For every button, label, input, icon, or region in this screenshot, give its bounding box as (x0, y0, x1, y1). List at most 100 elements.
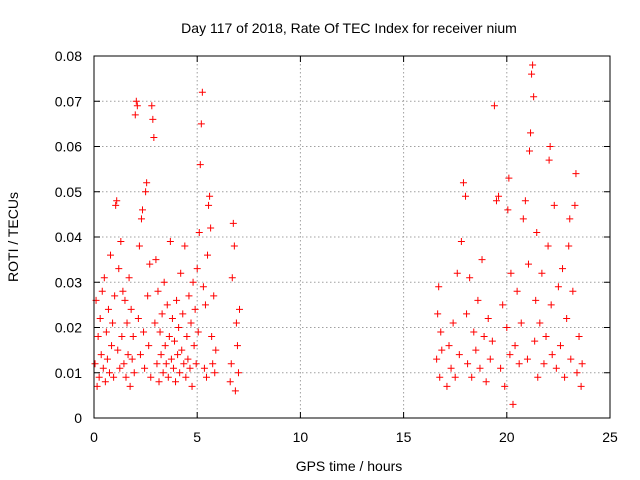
data-point (148, 102, 156, 110)
data-point (194, 328, 202, 336)
x-tick-label: 25 (602, 429, 618, 445)
data-point (546, 143, 554, 150)
data-point (503, 324, 511, 331)
data-point (116, 364, 124, 372)
data-point (146, 260, 154, 268)
data-point (161, 342, 169, 350)
data-point (575, 333, 583, 341)
data-point (94, 333, 102, 341)
y-tick-label: 0.07 (55, 93, 82, 109)
data-point (101, 378, 109, 386)
data-point (501, 382, 509, 390)
data-point (190, 342, 198, 350)
data-point (526, 147, 534, 155)
data-point (230, 242, 238, 250)
y-tick-label: 0 (74, 410, 82, 426)
data-point (186, 364, 194, 372)
data-point (160, 278, 168, 286)
y-tick-label: 0.03 (55, 274, 82, 290)
data-point (103, 355, 111, 363)
data-point (466, 274, 474, 282)
data-point (527, 129, 535, 137)
data-point (135, 242, 143, 250)
data-point (499, 301, 507, 309)
data-point (207, 224, 215, 232)
data-point (157, 351, 165, 359)
data-point (556, 342, 564, 350)
data-point (152, 256, 160, 264)
data-point (150, 133, 158, 141)
data-point (486, 355, 494, 363)
data-point (492, 197, 500, 205)
data-point (517, 319, 525, 327)
data-point (118, 333, 126, 341)
data-point (143, 179, 151, 187)
data-point (127, 305, 135, 313)
data-point (99, 364, 107, 372)
data-point (532, 296, 540, 304)
data-point (495, 192, 503, 200)
data-point (147, 373, 155, 381)
data-point (129, 333, 137, 341)
data-point (533, 228, 541, 236)
data-point (98, 287, 106, 295)
data-point (145, 342, 153, 350)
data-point (189, 278, 197, 286)
data-point (164, 373, 172, 381)
data-point (548, 351, 556, 359)
data-point (445, 342, 453, 350)
data-point (153, 360, 161, 368)
data-point (109, 319, 117, 327)
data-point (104, 305, 112, 313)
data-point (174, 351, 182, 359)
data-point (185, 292, 193, 300)
data-point (511, 342, 519, 350)
data-point (166, 238, 174, 246)
data-point (188, 382, 196, 390)
y-axis-label: ROTI / TECUs (5, 192, 21, 282)
data-point (195, 228, 203, 236)
data-point (488, 337, 496, 345)
data-point (211, 369, 219, 377)
data-point (538, 269, 546, 277)
data-point (165, 333, 173, 341)
data-point (178, 346, 186, 354)
data-point (191, 305, 199, 313)
data-point (110, 373, 118, 381)
data-point (233, 342, 241, 350)
data-point (573, 369, 581, 377)
data-point (567, 355, 575, 363)
data-point (144, 292, 152, 300)
data-point (209, 360, 217, 368)
data-point (457, 238, 465, 246)
data-point (455, 351, 463, 359)
data-point (490, 102, 498, 110)
data-point (96, 314, 104, 322)
data-point (506, 351, 514, 359)
x-axis-label: GPS time / hours (296, 458, 403, 474)
data-point (476, 364, 484, 372)
y-tick-label: 0.08 (55, 48, 82, 64)
data-point (176, 369, 184, 377)
data-point (472, 346, 480, 354)
data-point (536, 319, 544, 327)
data-point (437, 328, 445, 336)
data-point (232, 319, 240, 327)
data-point (124, 351, 132, 359)
data-point (231, 387, 239, 395)
data-point (228, 274, 236, 282)
data-point (93, 382, 101, 390)
y-tick-label: 0.06 (55, 139, 82, 155)
data-point (120, 360, 128, 368)
data-point (434, 310, 442, 318)
data-point (196, 161, 204, 169)
data-point (159, 369, 167, 377)
y-tick-label: 0.02 (55, 320, 82, 336)
data-point (208, 333, 216, 341)
data-point (561, 373, 569, 381)
data-point (91, 360, 99, 368)
data-point (462, 192, 470, 200)
data-point (482, 378, 490, 386)
data-point (183, 333, 191, 341)
